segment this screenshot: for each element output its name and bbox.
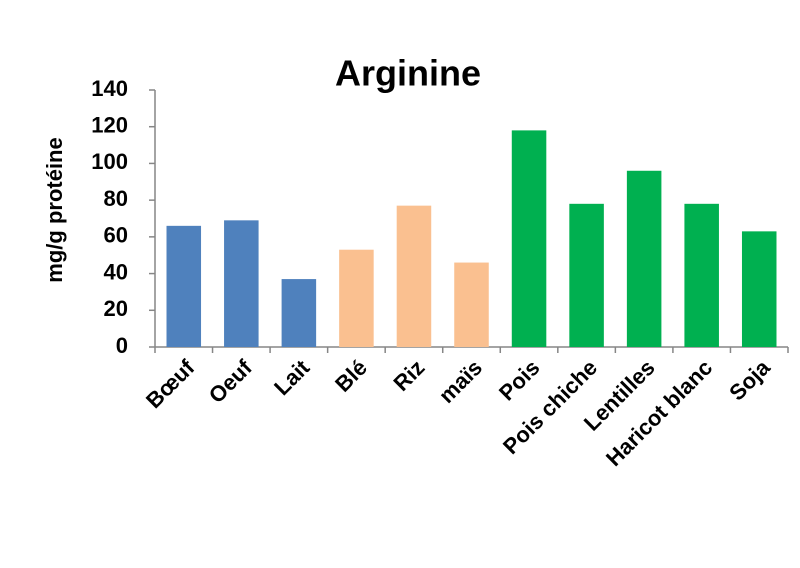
- bar: [684, 203, 719, 347]
- x-tick-label: Bœuf: [141, 354, 200, 413]
- x-tick-label: Blé: [330, 355, 372, 397]
- y-tick-label: 0: [116, 333, 128, 358]
- x-tick-label: Soja: [724, 354, 775, 405]
- y-tick-label: 80: [104, 186, 128, 211]
- bar: [511, 130, 547, 347]
- bar: [281, 279, 317, 347]
- y-tick-label: 140: [91, 76, 128, 101]
- x-tick-label: Riz: [388, 355, 429, 396]
- bar: [454, 262, 489, 347]
- chart-title: Arginine: [335, 53, 481, 94]
- bar: [166, 225, 202, 347]
- x-tick-label: Lait: [269, 354, 315, 400]
- bar: [396, 205, 432, 347]
- bar: [741, 231, 777, 347]
- bar: [626, 170, 662, 347]
- y-tick-label: 120: [91, 113, 128, 138]
- bar: [569, 203, 604, 347]
- y-tick-label: 60: [104, 223, 128, 248]
- x-tick-label: Pois: [494, 355, 545, 406]
- bar: [224, 220, 259, 347]
- x-tick-label: maïs: [434, 355, 487, 408]
- bar: [339, 249, 374, 347]
- y-tick-label: 40: [104, 259, 128, 284]
- y-tick-label: 20: [104, 296, 128, 321]
- x-tick-label: Oeuf: [204, 354, 258, 408]
- y-tick-label: 100: [91, 149, 128, 174]
- y-axis-label: mg/g protéine: [42, 137, 67, 282]
